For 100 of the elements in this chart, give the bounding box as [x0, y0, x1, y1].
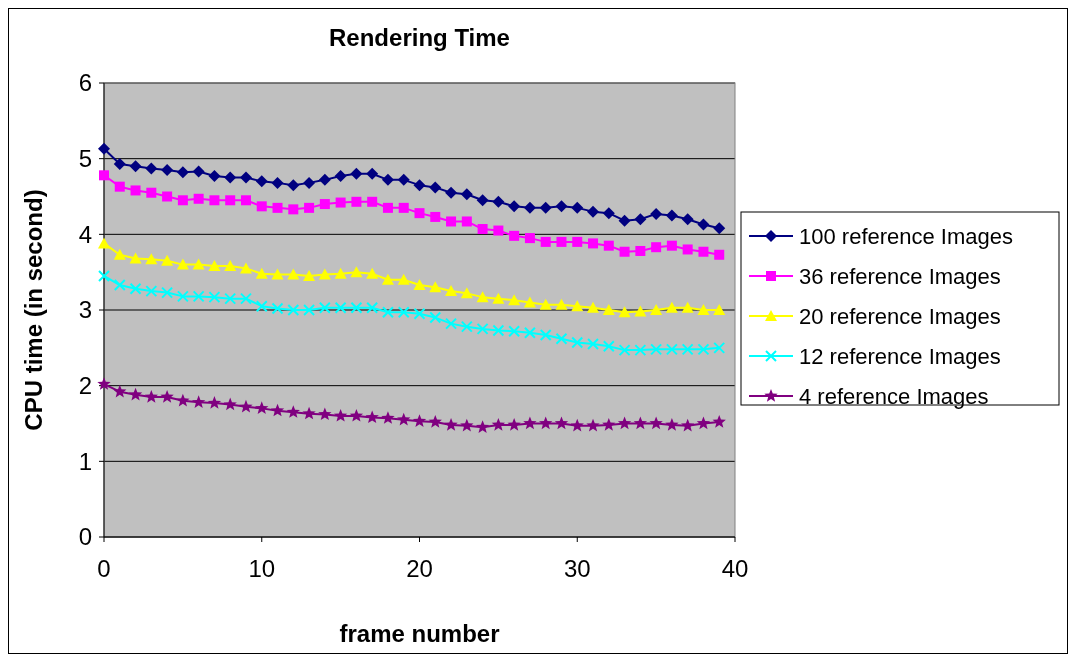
- point: [523, 416, 537, 430]
- point: [649, 416, 663, 430]
- point: [177, 195, 188, 206]
- point: [523, 201, 536, 214]
- point: [303, 269, 316, 281]
- point: [698, 246, 709, 257]
- point: [398, 202, 409, 213]
- point: [446, 216, 457, 227]
- point: [288, 204, 299, 215]
- point: [697, 218, 710, 231]
- point: [555, 332, 568, 345]
- point: [366, 267, 379, 279]
- y-tick-label: 4: [78, 220, 92, 248]
- point: [665, 418, 679, 431]
- point: [524, 233, 535, 244]
- point: [445, 285, 458, 297]
- point: [129, 252, 142, 264]
- point: [508, 325, 521, 338]
- point: [681, 301, 694, 313]
- point: [508, 294, 521, 306]
- point: [176, 393, 190, 407]
- legend-label: 36 reference Images: [799, 263, 1001, 289]
- point: [665, 301, 678, 313]
- point: [523, 296, 536, 308]
- point: [224, 292, 237, 305]
- point: [99, 170, 109, 181]
- point: [207, 396, 222, 409]
- point: [224, 260, 237, 272]
- point: [113, 384, 127, 398]
- y-tick-label: 5: [78, 145, 92, 173]
- point: [617, 416, 632, 430]
- point: [209, 195, 220, 206]
- point: [334, 170, 347, 183]
- point: [572, 236, 583, 247]
- point: [255, 401, 269, 415]
- point: [145, 253, 158, 265]
- point: [191, 395, 206, 408]
- point: [651, 242, 662, 253]
- y-tick-label: 0: [78, 523, 92, 551]
- point: [666, 240, 677, 251]
- point: [193, 193, 204, 204]
- point: [681, 418, 695, 432]
- point: [304, 202, 315, 213]
- point: [477, 224, 488, 235]
- point: [602, 207, 615, 220]
- point: [334, 267, 347, 279]
- point: [697, 343, 710, 356]
- point: [161, 286, 174, 299]
- point: [271, 176, 284, 189]
- point: [508, 200, 521, 213]
- legend-label: 4 reference Images: [799, 383, 989, 409]
- point: [239, 262, 252, 274]
- point: [650, 304, 663, 315]
- point: [492, 324, 505, 337]
- point: [713, 222, 726, 235]
- point: [713, 304, 726, 315]
- point: [303, 304, 316, 316]
- point: [603, 240, 614, 251]
- point: [714, 249, 725, 260]
- point: [255, 300, 268, 313]
- point: [146, 187, 157, 198]
- point: [113, 157, 126, 170]
- point: [176, 166, 189, 179]
- x-axis-title: frame number: [339, 620, 500, 647]
- point: [397, 173, 410, 186]
- point: [444, 418, 458, 431]
- point: [523, 326, 536, 339]
- point: [144, 390, 158, 403]
- point: [618, 214, 631, 227]
- point: [239, 171, 252, 184]
- point: [366, 167, 379, 180]
- point: [713, 341, 726, 354]
- point: [445, 186, 458, 199]
- point: [365, 410, 379, 424]
- point: [492, 292, 505, 304]
- point: [366, 301, 379, 314]
- point: [239, 292, 252, 305]
- point: [381, 411, 395, 424]
- point: [634, 305, 647, 317]
- point: [255, 175, 268, 188]
- x-tick-label: 0: [97, 555, 111, 582]
- point: [602, 340, 615, 353]
- legend-label: 20 reference Images: [799, 303, 1001, 329]
- point: [397, 412, 411, 426]
- x-tick-label: 20: [406, 555, 433, 582]
- point: [539, 201, 552, 214]
- point: [633, 416, 648, 430]
- point: [555, 200, 568, 213]
- point: [318, 173, 331, 186]
- point: [286, 405, 300, 418]
- x-tick-label: 10: [248, 555, 276, 582]
- point: [588, 238, 599, 249]
- point: [303, 176, 316, 189]
- point: [539, 328, 552, 341]
- point: [350, 266, 363, 278]
- point: [555, 298, 568, 310]
- point: [428, 414, 442, 428]
- point: [492, 195, 505, 208]
- point: [397, 273, 410, 285]
- point: [270, 403, 285, 417]
